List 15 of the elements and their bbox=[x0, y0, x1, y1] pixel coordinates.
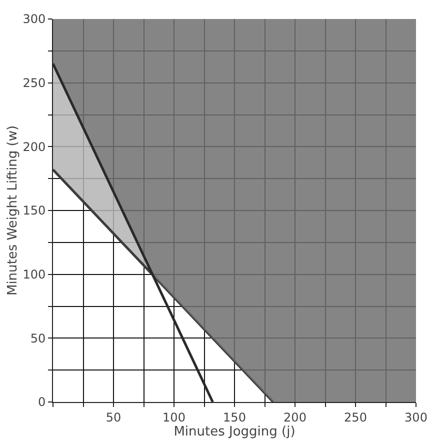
y-tick-label: 200 bbox=[22, 140, 46, 154]
y-axis-title: Minutes Weight Lifting (w) bbox=[6, 125, 21, 296]
x-tick-label: 100 bbox=[162, 410, 186, 424]
x-tick-label: 200 bbox=[284, 410, 306, 424]
y-tick-label: 0 bbox=[38, 395, 46, 410]
y-tick-label: 250 bbox=[22, 76, 46, 90]
x-axis-title: Minutes Jogging (j) bbox=[174, 424, 296, 440]
y-tick-label: 50 bbox=[30, 331, 46, 346]
y-tick-label: 100 bbox=[22, 268, 46, 282]
x-tick-label: 50 bbox=[106, 410, 122, 424]
y-tick-label: 150 bbox=[22, 204, 46, 218]
x-tick-label: 300 bbox=[404, 410, 428, 424]
x-tick-label: 150 bbox=[223, 410, 246, 424]
y-tick-label: 300 bbox=[22, 12, 46, 26]
x-tick-label: 250 bbox=[344, 410, 367, 424]
